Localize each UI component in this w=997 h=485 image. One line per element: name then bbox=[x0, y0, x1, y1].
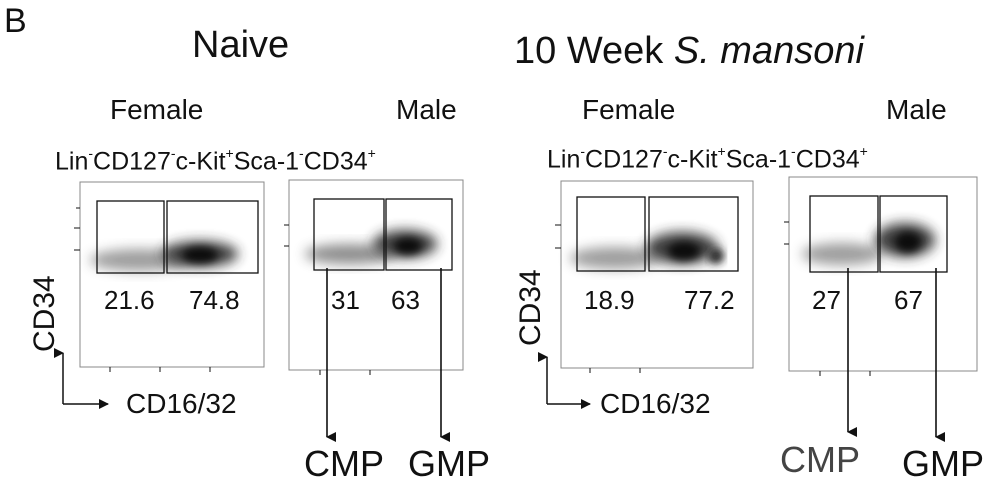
gate-part: Lin bbox=[55, 147, 89, 176]
panel-label: B bbox=[4, 2, 27, 40]
population-arrows-infected bbox=[847, 268, 945, 442]
gate-part: c-Kit bbox=[175, 147, 226, 176]
gate-box-left bbox=[576, 196, 646, 272]
gate-percent-naive-female-left: 21.6 bbox=[104, 285, 155, 315]
gate-description-naive: Lin-CD127-c-Kit+Sca-1-CD34+ bbox=[55, 145, 376, 176]
gate-part: Lin bbox=[547, 145, 581, 174]
female-label-infected: Female bbox=[582, 94, 676, 125]
male-label-infected: Male bbox=[886, 94, 947, 125]
gate-box-right bbox=[385, 198, 453, 271]
gate-box-right bbox=[879, 195, 948, 273]
population-cmp-naive: CMP bbox=[304, 443, 384, 484]
population-gmp-naive: GMP bbox=[408, 443, 491, 484]
gate-part: CD34 bbox=[795, 145, 860, 174]
plot-infected-female bbox=[555, 180, 754, 373]
gate-part: CD127 bbox=[585, 145, 663, 174]
gate-part: Sca-1 bbox=[725, 145, 792, 174]
density-cloud bbox=[305, 230, 437, 264]
plot-frame bbox=[79, 181, 265, 368]
density-cloud bbox=[802, 223, 935, 265]
population-cmp-infected: CMP bbox=[780, 439, 860, 480]
gate-box-right bbox=[648, 196, 739, 272]
group-title-text: Naive bbox=[192, 24, 290, 66]
gate-percent-naive-male-left: 31 bbox=[331, 285, 360, 315]
gate-box-left bbox=[313, 198, 385, 271]
gate-part-sup: - bbox=[791, 143, 796, 159]
plot-naive-male bbox=[284, 179, 464, 375]
axis-arrows-infected bbox=[538, 352, 591, 409]
gate-percent-infected-male-left: 27 bbox=[812, 285, 841, 315]
gate-part-sup: + bbox=[717, 143, 726, 159]
gate-part-sup: + bbox=[367, 145, 376, 161]
axis-arrows-naive bbox=[54, 348, 109, 409]
gate-percent-naive-female-right: 74.8 bbox=[189, 285, 240, 315]
plot-frame bbox=[288, 179, 464, 371]
group-title-naive: Naive bbox=[192, 26, 289, 64]
female-label-naive: Female bbox=[110, 94, 204, 125]
gate-box-right bbox=[166, 200, 259, 274]
gate-box-left bbox=[809, 195, 879, 273]
x-axis-label-infected: CD16/32 bbox=[600, 388, 711, 419]
gate-part: Sca-1 bbox=[233, 147, 300, 176]
plot-naive-female bbox=[74, 181, 265, 372]
plot-frame bbox=[788, 176, 978, 372]
gate-box-left bbox=[96, 200, 165, 274]
group-title-italic: S. mansoni bbox=[673, 30, 864, 72]
gate-part: CD127 bbox=[93, 147, 171, 176]
gate-part-sup: - bbox=[88, 145, 94, 161]
gate-part-sup: - bbox=[299, 145, 304, 161]
gate-percent-infected-female-left: 18.9 bbox=[584, 285, 635, 315]
gate-part: CD34 bbox=[303, 147, 368, 176]
plot-frame bbox=[560, 180, 754, 369]
plot-infected-male bbox=[784, 176, 978, 376]
population-arrows-naive bbox=[326, 268, 450, 442]
gate-part-sup: + bbox=[859, 143, 868, 159]
x-axis-label-naive: CD16/32 bbox=[126, 388, 237, 419]
gate-description-infected: Lin-CD127-c-Kit+Sca-1-CD34+ bbox=[547, 143, 868, 174]
male-label-naive: Male bbox=[396, 94, 457, 125]
density-cloud bbox=[90, 241, 238, 271]
gate-part-sup: - bbox=[170, 145, 176, 161]
gate-percent-naive-male-right: 63 bbox=[391, 285, 420, 315]
group-title-text: 10 Week bbox=[514, 30, 674, 72]
gate-part-sup: - bbox=[662, 143, 668, 159]
gate-percent-infected-female-right: 77.2 bbox=[684, 285, 735, 315]
gate-part-sup: + bbox=[225, 145, 234, 161]
group-title-infected: 10 Week S. mansoni bbox=[514, 32, 864, 70]
gate-part: c-Kit bbox=[667, 145, 718, 174]
gate-percent-infected-male-right: 67 bbox=[894, 285, 923, 315]
density-cloud bbox=[570, 232, 724, 269]
population-gmp-infected: GMP bbox=[902, 443, 985, 484]
gate-part-sup: - bbox=[580, 143, 586, 159]
